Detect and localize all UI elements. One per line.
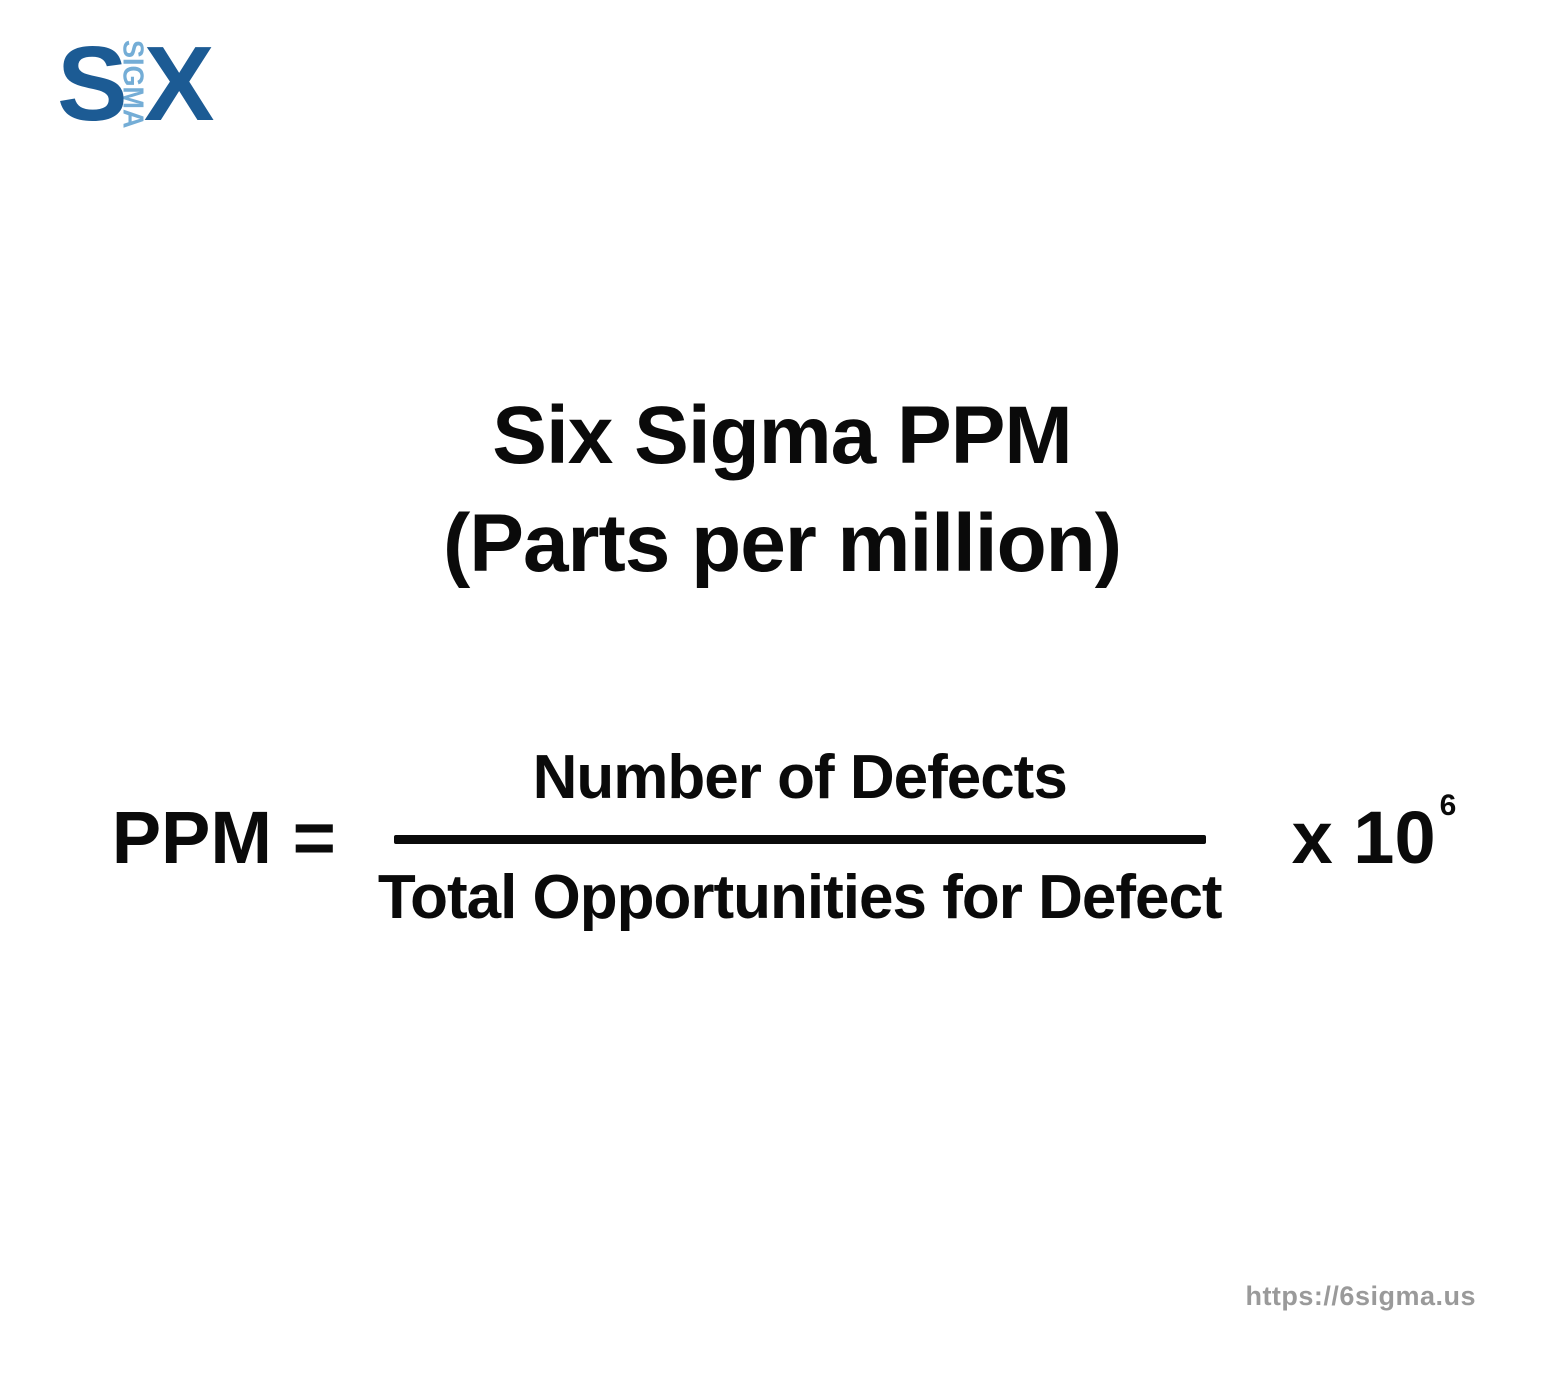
- title-line-1: Six Sigma PPM: [492, 390, 1072, 481]
- formula-multiplier-text: x 10: [1291, 796, 1436, 879]
- formula-multiplier: x 10 6: [1291, 789, 1457, 880]
- logo-letter-s: S: [57, 24, 128, 143]
- fraction-denominator: Total Opportunities for Defect: [377, 863, 1223, 932]
- fraction-numerator: Number of Defects: [532, 743, 1068, 812]
- formula-lhs: PPM =: [111, 796, 336, 879]
- fraction: Number of Defects Total Opportunities fo…: [377, 742, 1223, 933]
- formula-exponent: 6: [1439, 789, 1457, 822]
- logo-vertical-sigma-text: SIGMA: [116, 40, 149, 129]
- page-title: Six Sigma PPM (Parts per million): [0, 382, 1564, 598]
- title-line-2: (Parts per million): [442, 498, 1122, 590]
- ppm-formula: PPM = Number of Defects Total Opportunit…: [0, 742, 1564, 933]
- source-url: https://6sigma.us: [1245, 1281, 1476, 1311]
- fraction-bar: [393, 835, 1206, 844]
- six-sigma-logo: S SIGMA X: [57, 24, 215, 143]
- logo-letter-x: X: [143, 24, 215, 143]
